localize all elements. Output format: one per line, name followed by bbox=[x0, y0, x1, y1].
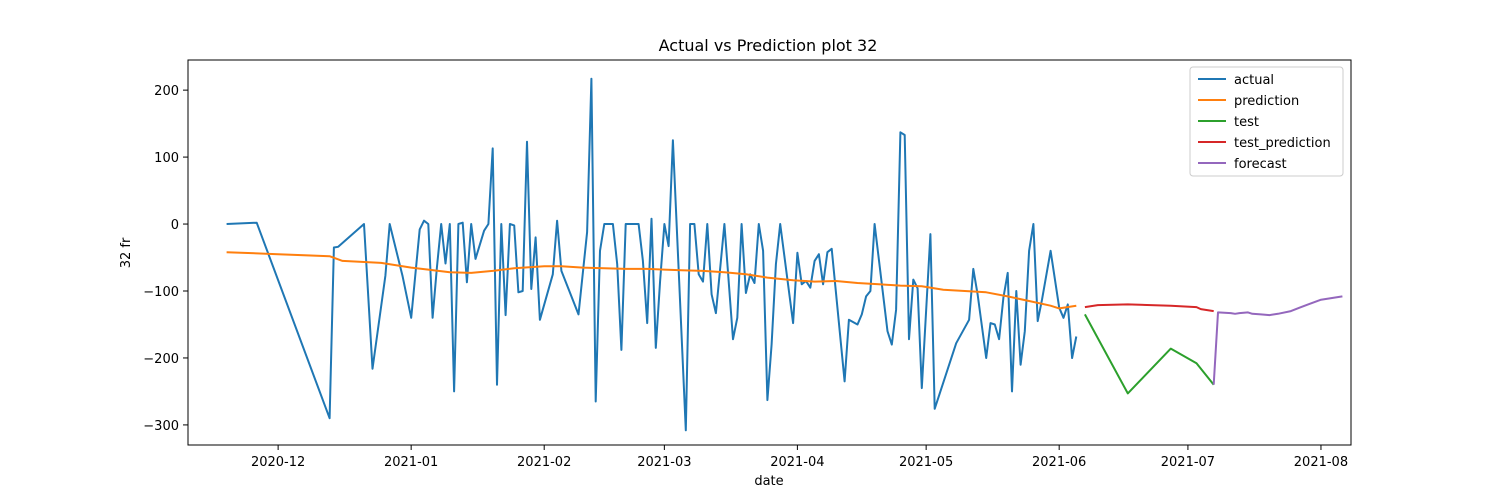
legend-label: forecast bbox=[1234, 157, 1287, 172]
legend-box bbox=[1189, 66, 1344, 177]
series-line-test bbox=[1084, 313, 1215, 395]
series-line-test-prediction bbox=[1084, 303, 1214, 313]
x-tick-label: 2021-07 bbox=[1161, 455, 1215, 470]
legend-label: actual bbox=[1234, 73, 1274, 88]
x-tick-label: 2021-04 bbox=[770, 455, 824, 470]
plot-area bbox=[226, 77, 1343, 432]
legend: actual prediction test test_predictionforec… bbox=[1189, 66, 1344, 177]
y-tick-label: −200 bbox=[143, 352, 179, 367]
y-axis: −300 −200 −100 0 100 200 bbox=[143, 84, 188, 434]
x-axis-title: date bbox=[754, 474, 783, 489]
legend-label: test_prediction bbox=[1234, 136, 1331, 151]
x-tick-label: 2020-12 bbox=[251, 455, 305, 470]
y-axis-title: 32 fr bbox=[119, 237, 134, 268]
series-line-actual bbox=[226, 77, 1078, 432]
y-tick-label: 200 bbox=[154, 84, 179, 99]
plot-frame bbox=[187, 59, 1352, 446]
x-tick-label: 2021-05 bbox=[899, 455, 953, 470]
x-axis: 2020-12 2021-01 2021-02 2021-03 2021-04 2021-… bbox=[251, 445, 1348, 470]
series-line-prediction bbox=[226, 251, 1077, 310]
y-tick-label: −100 bbox=[143, 285, 179, 300]
chart-title: Actual vs Prediction plot 32 bbox=[659, 36, 878, 55]
series-line-forecast bbox=[1212, 295, 1343, 385]
legend-label: test bbox=[1234, 115, 1259, 130]
y-tick-label: −300 bbox=[143, 419, 179, 434]
y-tick-label: 0 bbox=[171, 218, 179, 233]
x-tick-label: 2021-03 bbox=[637, 455, 691, 470]
x-tick-label: 2021-01 bbox=[384, 455, 438, 470]
x-tick-label: 2021-02 bbox=[517, 455, 571, 470]
y-tick-label: 100 bbox=[154, 151, 179, 166]
x-tick-label: 2021-06 bbox=[1032, 455, 1086, 470]
x-tick-label: 2021-08 bbox=[1294, 455, 1348, 470]
legend-label: prediction bbox=[1234, 94, 1299, 109]
